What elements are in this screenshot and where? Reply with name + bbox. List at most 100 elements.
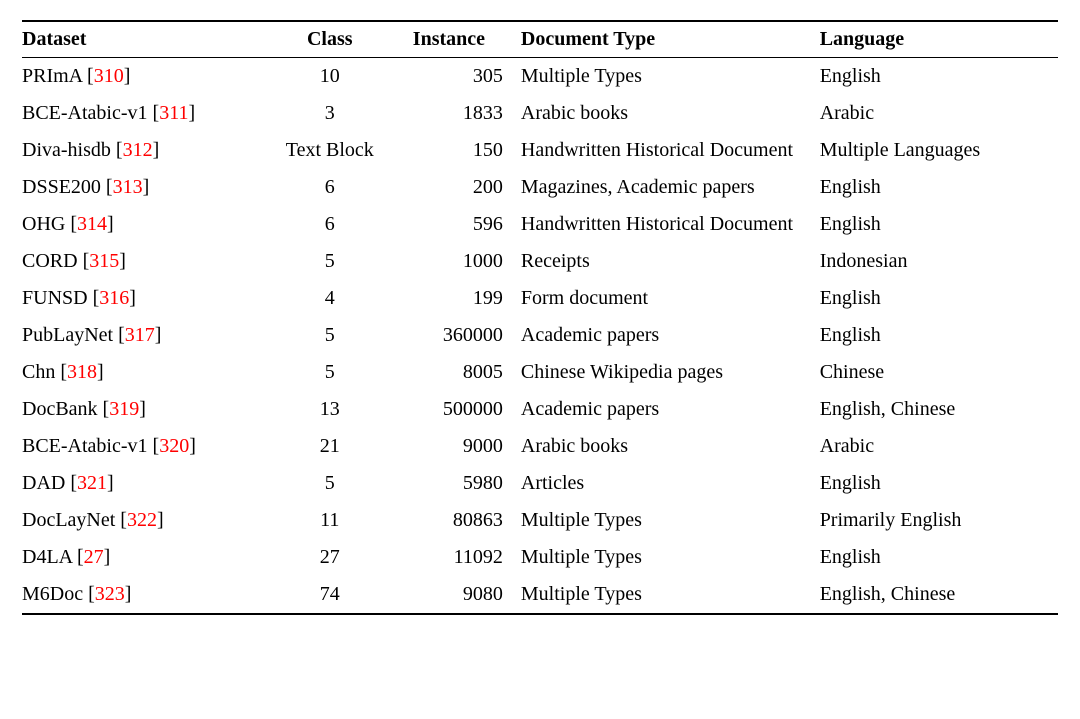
- cell-instance: 199: [395, 280, 509, 317]
- table-row: Diva-hisdb [312]Text Block150Handwritten…: [22, 132, 1058, 169]
- cell-dataset: OHG [314]: [22, 206, 271, 243]
- cell-instance: 305: [395, 58, 509, 96]
- table-row: D4LA [27]2711092Multiple TypesEnglish: [22, 539, 1058, 576]
- cell-instance: 150: [395, 132, 509, 169]
- cell-language: English: [820, 206, 1058, 243]
- dataset-name: PubLayNet: [22, 324, 113, 346]
- dataset-name: DocLayNet: [22, 509, 115, 531]
- dataset-name: DocBank: [22, 398, 98, 420]
- cell-doctype: Handwritten Historical Document: [509, 206, 820, 243]
- cell-instance: 596: [395, 206, 509, 243]
- cell-instance: 9000: [395, 428, 509, 465]
- cell-instance: 11092: [395, 539, 509, 576]
- cell-class: 13: [271, 391, 395, 428]
- cell-class: 27: [271, 539, 395, 576]
- cell-language: Primarily English: [820, 502, 1058, 539]
- table-row: OHG [314]6596Handwritten Historical Docu…: [22, 206, 1058, 243]
- cell-instance: 500000: [395, 391, 509, 428]
- col-header-dataset: Dataset: [22, 21, 271, 58]
- dataset-name: OHG: [22, 213, 65, 235]
- table-row: BCE-Atabic-v1 [320]219000Arabic booksAra…: [22, 428, 1058, 465]
- cell-dataset: D4LA [27]: [22, 539, 271, 576]
- cell-language: Multiple Languages: [820, 132, 1058, 169]
- cell-language: English: [820, 317, 1058, 354]
- cell-instance: 1000: [395, 243, 509, 280]
- dataset-name: Chn: [22, 361, 55, 383]
- cell-class: 6: [271, 206, 395, 243]
- table-row: BCE-Atabic-v1 [311]31833Arabic booksArab…: [22, 95, 1058, 132]
- citation-link[interactable]: 316: [99, 287, 129, 309]
- dataset-name: BCE-Atabic-v1: [22, 435, 148, 457]
- cell-dataset: CORD [315]: [22, 243, 271, 280]
- table-row: PRImA [310]10305Multiple TypesEnglish: [22, 58, 1058, 96]
- table-row: Chn [318]58005Chinese Wikipedia pagesChi…: [22, 354, 1058, 391]
- citation-link[interactable]: 315: [89, 250, 119, 272]
- cell-instance: 8005: [395, 354, 509, 391]
- cell-instance: 5980: [395, 465, 509, 502]
- table-row: FUNSD [316]4199Form documentEnglish: [22, 280, 1058, 317]
- citation-link[interactable]: 322: [127, 509, 157, 531]
- citation-link[interactable]: 310: [94, 65, 124, 87]
- dataset-name: CORD: [22, 250, 78, 272]
- cell-language: English, Chinese: [820, 391, 1058, 428]
- table-body: PRImA [310]10305Multiple TypesEnglishBCE…: [22, 58, 1058, 615]
- col-header-doctype: Document Type: [509, 21, 820, 58]
- citation-link[interactable]: 313: [113, 176, 143, 198]
- citation-link[interactable]: 320: [159, 435, 189, 457]
- cell-dataset: DSSE200 [313]: [22, 169, 271, 206]
- cell-dataset: FUNSD [316]: [22, 280, 271, 317]
- cell-language: English: [820, 465, 1058, 502]
- cell-doctype: Multiple Types: [509, 576, 820, 614]
- cell-doctype: Arabic books: [509, 428, 820, 465]
- cell-language: English, Chinese: [820, 576, 1058, 614]
- dataset-name: PRImA: [22, 65, 82, 87]
- cell-doctype: Receipts: [509, 243, 820, 280]
- cell-language: English: [820, 58, 1058, 96]
- cell-dataset: PRImA [310]: [22, 58, 271, 96]
- cell-dataset: BCE-Atabic-v1 [311]: [22, 95, 271, 132]
- cell-instance: 1833: [395, 95, 509, 132]
- table-row: PubLayNet [317]5360000Academic papersEng…: [22, 317, 1058, 354]
- cell-class: 11: [271, 502, 395, 539]
- citation-link[interactable]: 314: [77, 213, 107, 235]
- cell-class: 5: [271, 354, 395, 391]
- col-header-language: Language: [820, 21, 1058, 58]
- cell-doctype: Academic papers: [509, 391, 820, 428]
- citation-link[interactable]: 317: [125, 324, 155, 346]
- dataset-name: DAD: [22, 472, 65, 494]
- cell-dataset: BCE-Atabic-v1 [320]: [22, 428, 271, 465]
- citation-link[interactable]: 311: [159, 102, 188, 124]
- cell-instance: 9080: [395, 576, 509, 614]
- table-row: CORD [315]51000ReceiptsIndonesian: [22, 243, 1058, 280]
- dataset-name: DSSE200: [22, 176, 101, 198]
- table-row: DocBank [319]13500000Academic papersEngl…: [22, 391, 1058, 428]
- cell-doctype: Chinese Wikipedia pages: [509, 354, 820, 391]
- citation-link[interactable]: 312: [123, 139, 153, 161]
- table-row: M6Doc [323]749080Multiple TypesEnglish, …: [22, 576, 1058, 614]
- dataset-name: Diva-hisdb: [22, 139, 111, 161]
- cell-dataset: M6Doc [323]: [22, 576, 271, 614]
- cell-dataset: Diva-hisdb [312]: [22, 132, 271, 169]
- citation-link[interactable]: 318: [67, 361, 97, 383]
- cell-class: 5: [271, 243, 395, 280]
- citation-link[interactable]: 321: [77, 472, 107, 494]
- dataset-name: D4LA: [22, 546, 72, 568]
- cell-class: 74: [271, 576, 395, 614]
- cell-instance: 200: [395, 169, 509, 206]
- cell-language: Arabic: [820, 428, 1058, 465]
- cell-language: Chinese: [820, 354, 1058, 391]
- table-row: DSSE200 [313]6200Magazines, Academic pap…: [22, 169, 1058, 206]
- cell-language: English: [820, 280, 1058, 317]
- cell-class: 10: [271, 58, 395, 96]
- cell-language: English: [820, 539, 1058, 576]
- citation-link[interactable]: 319: [109, 398, 139, 420]
- cell-class: 3: [271, 95, 395, 132]
- citation-link[interactable]: 323: [95, 583, 125, 605]
- table-row: DocLayNet [322]1180863Multiple TypesPrim…: [22, 502, 1058, 539]
- table-header-row: Dataset Class Instance Document Type Lan…: [22, 21, 1058, 58]
- citation-link[interactable]: 27: [84, 546, 104, 568]
- cell-class: 5: [271, 317, 395, 354]
- cell-dataset: PubLayNet [317]: [22, 317, 271, 354]
- cell-doctype: Handwritten Historical Document: [509, 132, 820, 169]
- col-header-class: Class: [271, 21, 395, 58]
